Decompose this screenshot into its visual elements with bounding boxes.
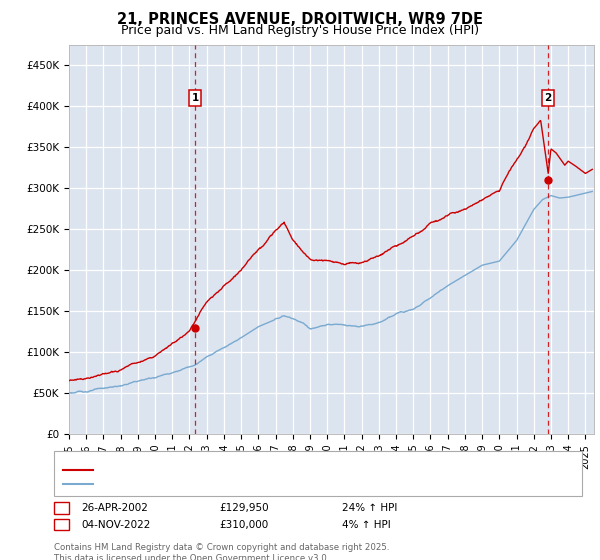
Text: 1: 1 — [58, 503, 65, 513]
Text: 4% ↑ HPI: 4% ↑ HPI — [342, 520, 391, 530]
Text: 2: 2 — [58, 520, 65, 530]
Text: 24% ↑ HPI: 24% ↑ HPI — [342, 503, 397, 513]
Text: 2: 2 — [545, 93, 552, 103]
Text: Price paid vs. HM Land Registry's House Price Index (HPI): Price paid vs. HM Land Registry's House … — [121, 24, 479, 36]
Text: HPI: Average price, semi-detached house, Wychavon: HPI: Average price, semi-detached house,… — [96, 479, 372, 489]
Text: Contains HM Land Registry data © Crown copyright and database right 2025.
This d: Contains HM Land Registry data © Crown c… — [54, 543, 389, 560]
Text: 26-APR-2002: 26-APR-2002 — [81, 503, 148, 513]
Text: 21, PRINCES AVENUE, DROITWICH, WR9 7DE: 21, PRINCES AVENUE, DROITWICH, WR9 7DE — [117, 12, 483, 27]
Text: £129,950: £129,950 — [219, 503, 269, 513]
Text: £310,000: £310,000 — [219, 520, 268, 530]
Text: 1: 1 — [191, 93, 199, 103]
Text: 04-NOV-2022: 04-NOV-2022 — [81, 520, 151, 530]
Text: 21, PRINCES AVENUE, DROITWICH, WR9 7DE (semi-detached house): 21, PRINCES AVENUE, DROITWICH, WR9 7DE (… — [96, 465, 452, 474]
